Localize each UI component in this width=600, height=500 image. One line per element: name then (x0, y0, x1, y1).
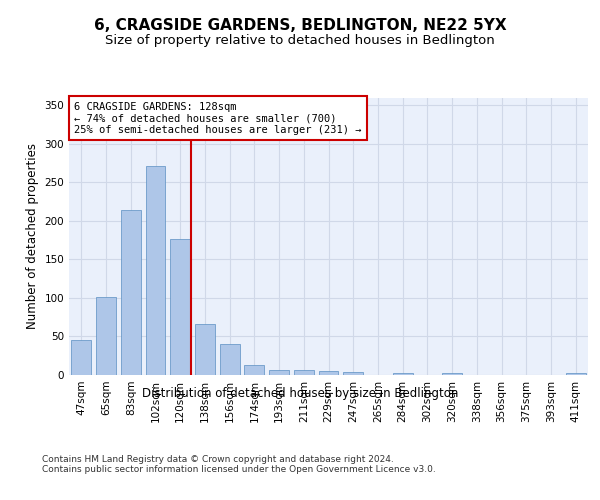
Bar (244, 365, 264, 375)
Bar (96, 297, 116, 375)
Text: 6, CRAGSIDE GARDENS, BEDLINGTON, NE22 5YX: 6, CRAGSIDE GARDENS, BEDLINGTON, NE22 5Y… (94, 18, 506, 32)
Bar (294, 370, 314, 375)
Text: Contains HM Land Registry data © Crown copyright and database right 2024.
Contai: Contains HM Land Registry data © Crown c… (42, 455, 436, 474)
Bar (170, 240, 190, 375)
Bar (319, 371, 338, 375)
Text: Distribution of detached houses by size in Bedlington: Distribution of detached houses by size … (142, 388, 458, 400)
Bar (121, 210, 140, 375)
Bar (220, 344, 239, 375)
Bar (146, 166, 166, 375)
Text: 6 CRAGSIDE GARDENS: 128sqm
← 74% of detached houses are smaller (700)
25% of sem: 6 CRAGSIDE GARDENS: 128sqm ← 74% of deta… (74, 102, 362, 135)
Bar (343, 372, 363, 375)
Bar (71, 340, 91, 375)
Bar (393, 374, 413, 375)
Bar (195, 324, 215, 375)
Bar (442, 372, 462, 375)
Bar (269, 370, 289, 375)
Y-axis label: Number of detached properties: Number of detached properties (26, 143, 39, 329)
Bar (566, 372, 586, 375)
Text: Size of property relative to detached houses in Bedlington: Size of property relative to detached ho… (105, 34, 495, 47)
